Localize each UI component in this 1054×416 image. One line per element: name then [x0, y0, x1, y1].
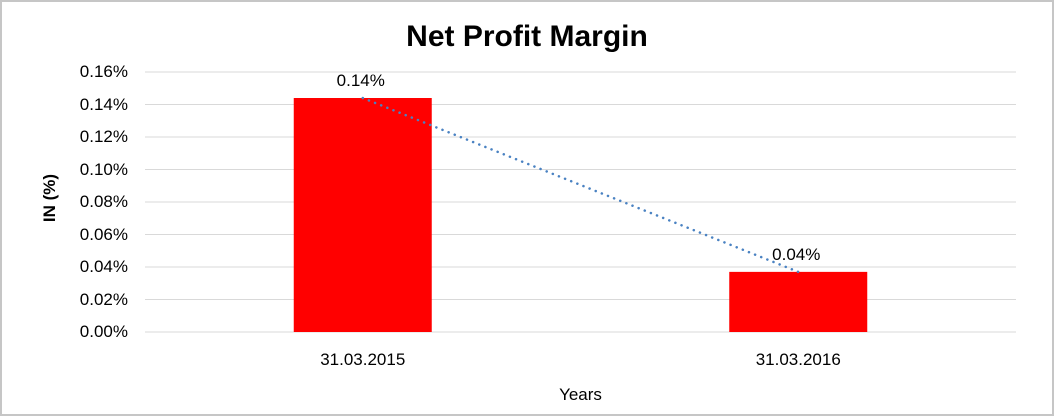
- y-axis-tick-label: 0.16%: [79, 62, 128, 81]
- trendline: [361, 96, 800, 274]
- x-axis-tick-label: 31.03.2016: [755, 350, 841, 369]
- y-axis-tick-label: 0.08%: [79, 192, 128, 211]
- y-axis-tick-label: 0.04%: [79, 257, 128, 276]
- bar-31.03.2015: [293, 98, 432, 332]
- x-axis-title: Years: [559, 385, 602, 404]
- y-axis-tick-label: 0.02%: [79, 289, 128, 309]
- x-axis-tick-label: 31.03.2015: [320, 350, 406, 369]
- y-axis-tick-label: 0.10%: [79, 159, 128, 179]
- y-axis-tick-label: 0.06%: [79, 224, 128, 244]
- bar-data-label: 0.14%: [336, 71, 385, 90]
- y-axis-tick-label: 0.00%: [79, 322, 128, 341]
- bar-31.03.2016: [729, 271, 868, 332]
- chart-title: Net Profit Margin: [406, 20, 648, 53]
- y-axis-tick-label: 0.14%: [79, 94, 128, 114]
- y-axis-tick-label: 0.12%: [79, 127, 128, 146]
- bar-data-label: 0.04%: [772, 244, 821, 264]
